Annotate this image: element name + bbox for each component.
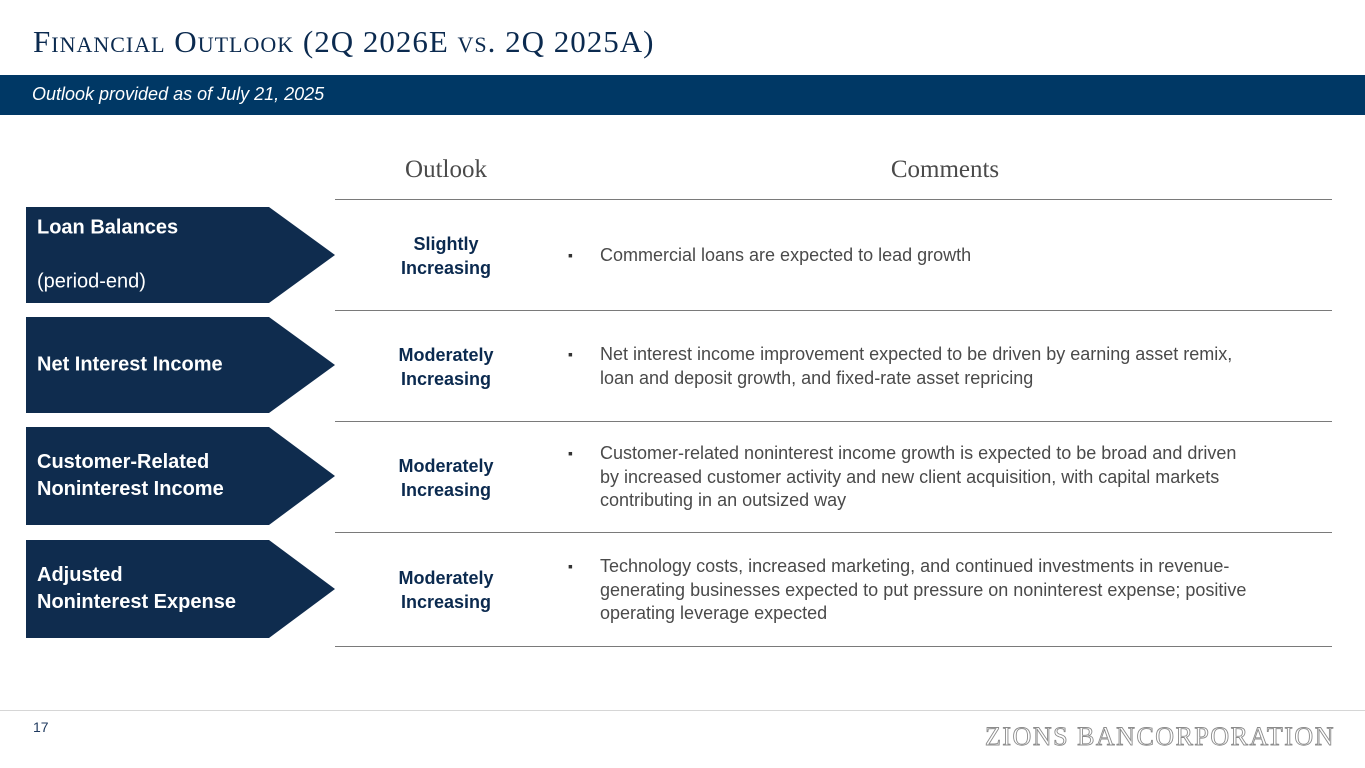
outlook-column-header: Outlook [405, 156, 487, 183]
comment-item: ▪ Commercial loans are expected to lead … [568, 244, 1318, 268]
row-label: Adjusted Noninterest Expense [37, 564, 236, 613]
subtitle-band: Outlook provided as of July 21, 2025 [0, 75, 1365, 115]
row-label: Net Interest Income [37, 353, 223, 376]
outlook-value: Moderately Increasing [398, 345, 494, 389]
table-divider [335, 310, 1332, 311]
page-title: Financial Outlook (2Q 2026E vs. 2Q 2025A… [33, 24, 655, 59]
row-sublabel: (period-end) [37, 270, 146, 293]
bullet-icon: ▪ [568, 445, 573, 461]
outlook-value: Moderately Increasing [398, 456, 494, 500]
footer-divider [0, 710, 1365, 711]
comment-text: Technology costs, increased marketing, a… [600, 556, 1247, 623]
bullet-icon: ▪ [568, 558, 573, 574]
company-logo: ZIONS BANCORPORATION [985, 722, 1335, 752]
bullet-icon: ▪ [568, 247, 573, 263]
subtitle: Outlook provided as of July 21, 2025 [32, 84, 325, 104]
row-label-arrow-loan-balances: Loan Balances (period-end) [26, 207, 335, 303]
comment-item: ▪ Net interest income improvement expect… [568, 343, 1318, 390]
outlook-value: Slightly Increasing [400, 234, 492, 278]
comment-text: Net interest income improvement expected… [600, 344, 1233, 388]
comment-text: Commercial loans are expected to lead gr… [600, 245, 972, 265]
row-label-arrow-adjusted-noninterest-expense: Adjusted Noninterest Expense [26, 540, 335, 638]
row-label-arrow-customer-related-noninterest-income: Customer-Related Noninterest Income [26, 427, 335, 525]
row-label: Customer-Related Noninterest Income [37, 451, 224, 500]
outlook-value: Moderately Increasing [398, 568, 494, 612]
table-divider [335, 532, 1332, 533]
comment-item: ▪ Customer-related noninterest income gr… [568, 442, 1318, 513]
table-divider [335, 421, 1332, 422]
row-label-arrow-net-interest-income: Net Interest Income [26, 317, 335, 413]
page-number: 17 [33, 719, 49, 735]
bullet-icon: ▪ [568, 346, 573, 362]
comment-item: ▪ Technology costs, increased marketing,… [568, 555, 1318, 626]
table-divider [335, 199, 1332, 200]
comment-text: Customer-related noninterest income grow… [600, 443, 1237, 510]
comments-column-header: Comments [890, 156, 1000, 183]
table-divider [335, 646, 1332, 647]
row-label: Loan Balances [37, 216, 179, 239]
